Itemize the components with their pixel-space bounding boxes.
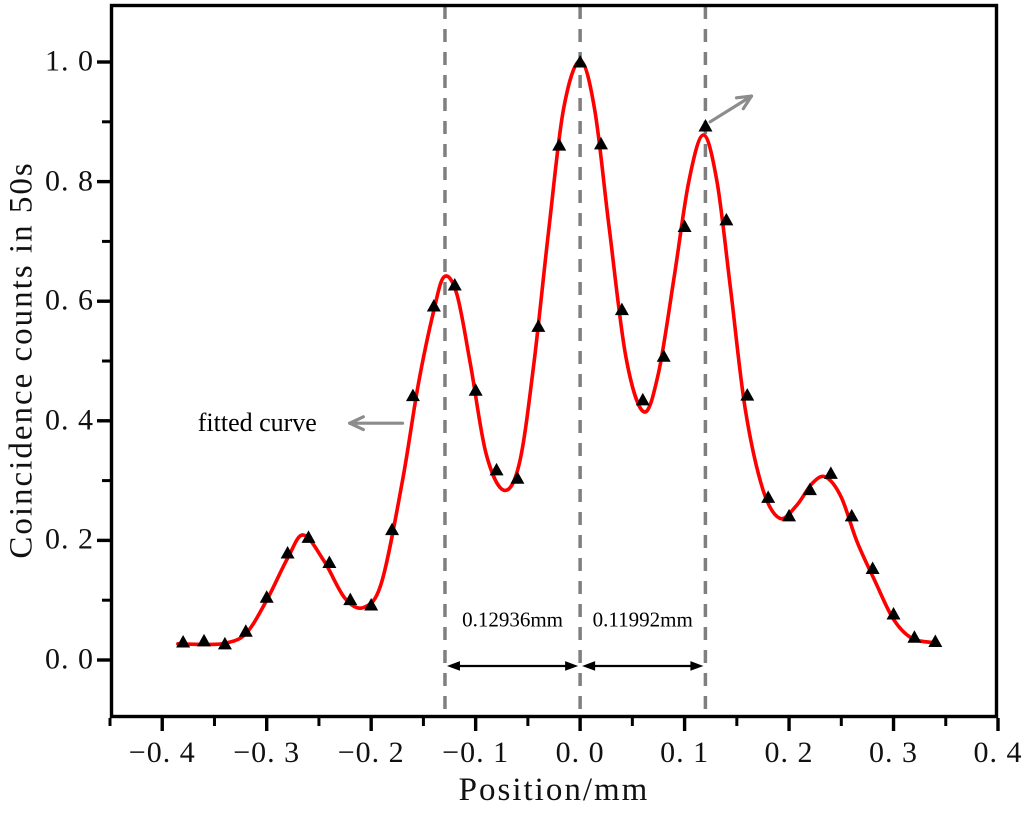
data-point-marker <box>364 597 379 611</box>
data-point-marker <box>489 462 504 476</box>
x-axis-title: Position/mm <box>458 772 650 808</box>
data-point-marker <box>301 530 316 543</box>
spacing-arrowhead-left <box>582 661 596 671</box>
data-point-marker <box>259 590 274 603</box>
data-point-marker <box>865 561 880 575</box>
data-point-marker <box>719 212 734 226</box>
data-point-marker <box>844 508 859 522</box>
peak-annotation-arrow-shaft <box>708 94 754 124</box>
data-point-marker <box>531 319 546 332</box>
data-point-marker <box>405 388 420 402</box>
data-point-marker <box>510 471 525 484</box>
data-point-marker <box>656 349 671 362</box>
peak-annotation-arrow-head <box>741 94 754 111</box>
data-point-marker <box>928 634 943 647</box>
data-point-marker <box>322 555 337 569</box>
fitted-curve-arrow-head <box>348 415 365 425</box>
spacing-arrowhead-left <box>446 661 460 671</box>
data-point-marker <box>468 383 483 396</box>
spacing-arrowhead-right <box>565 661 579 671</box>
data-point-marker <box>447 278 462 291</box>
spacing-arrowhead-right <box>690 661 704 671</box>
data-point-marker <box>385 522 400 536</box>
fitted-curve <box>176 59 938 647</box>
data-point-marker <box>280 545 295 559</box>
data-point-marker <box>238 624 253 637</box>
data-point-marker <box>573 55 588 68</box>
fitted-curve-arrow-head <box>348 421 365 432</box>
data-point-marker <box>907 630 922 643</box>
right-slit-spacing-label: 0.11992mm <box>592 607 693 632</box>
data-point-marker <box>677 219 692 232</box>
fitted-curve-label: fitted curve <box>197 408 317 438</box>
data-point-marker <box>197 633 212 647</box>
data-point-marker <box>740 388 755 401</box>
data-point-marker <box>176 635 191 648</box>
y-axis-title: Coincidence counts in 50s <box>3 161 40 559</box>
data-point-marker <box>761 490 776 503</box>
data-point-marker <box>594 136 609 150</box>
data-point-marker <box>823 466 838 479</box>
data-point-marker <box>614 302 629 316</box>
data-point-marker <box>217 636 232 650</box>
left-slit-spacing-label: 0.12936mm <box>462 607 563 632</box>
data-point-marker <box>552 138 567 151</box>
data-point-marker <box>698 118 713 132</box>
data-point-marker <box>343 592 358 606</box>
data-point-marker <box>886 606 901 620</box>
plot-frame <box>109 3 999 719</box>
data-point-marker <box>782 508 797 522</box>
data-point-marker <box>426 298 441 312</box>
data-point-marker <box>802 482 817 496</box>
peak-annotation-arrow-head <box>734 94 754 100</box>
data-point-marker <box>635 392 650 406</box>
